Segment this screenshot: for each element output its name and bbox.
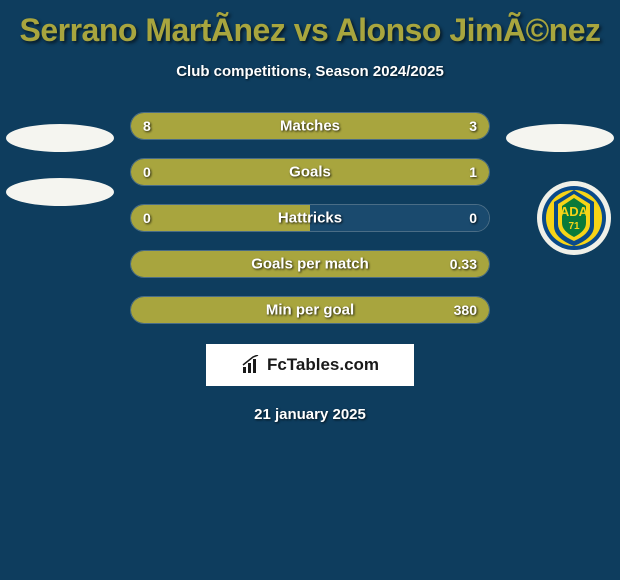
stat-row-goals-per-match: Goals per match 0.33 [130, 250, 490, 278]
stats-area: 8 Matches 3 0 Goals 1 0 Hattricks 0 [0, 112, 620, 324]
watermark-box: FcTables.com [206, 344, 414, 386]
comparison-title: Serrano MartÃ­nez vs Alonso JimÃ©nez [0, 12, 620, 49]
stat-value-left: 0 [143, 210, 151, 226]
bar-left [131, 113, 391, 139]
stat-value-right: 0 [469, 210, 477, 226]
stat-value-left: 8 [143, 118, 151, 134]
stat-value-right: 380 [454, 302, 477, 318]
infographic-container: Serrano MartÃ­nez vs Alonso JimÃ©nez Clu… [0, 0, 620, 580]
stat-value-right: 1 [469, 164, 477, 180]
watermark-text: FcTables.com [267, 355, 379, 375]
stat-value-left: 0 [143, 164, 151, 180]
stat-label: Min per goal [266, 302, 354, 319]
stat-row-matches: 8 Matches 3 [130, 112, 490, 140]
stat-row-hattricks: 0 Hattricks 0 [130, 204, 490, 232]
stat-label: Hattricks [278, 210, 342, 227]
stat-value-right: 3 [469, 118, 477, 134]
stat-row-min-per-goal: Min per goal 380 [130, 296, 490, 324]
date-text: 21 january 2025 [0, 406, 620, 423]
stat-label: Goals per match [251, 256, 369, 273]
chart-icon [241, 355, 261, 375]
stat-row-goals: 0 Goals 1 [130, 158, 490, 186]
stat-label: Goals [289, 164, 331, 181]
stat-label: Matches [280, 118, 340, 135]
stat-value-right: 0.33 [450, 256, 477, 272]
season-subtitle: Club competitions, Season 2024/2025 [0, 63, 620, 80]
